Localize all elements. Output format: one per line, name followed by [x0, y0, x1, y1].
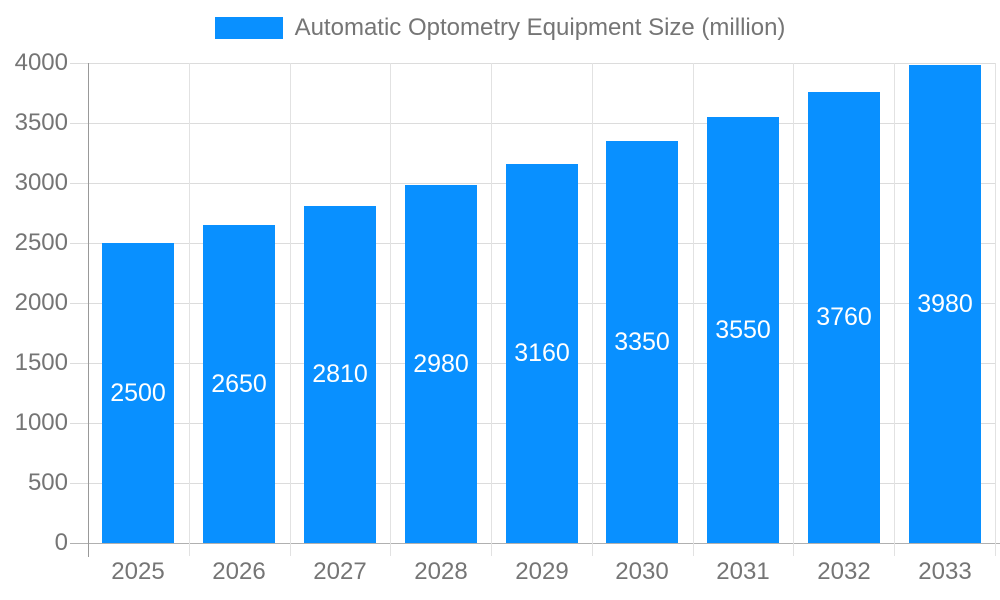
y-axis-tick-label: 0: [54, 529, 68, 556]
bar-value-label: 2810: [312, 359, 368, 388]
y-gridline: [70, 123, 995, 124]
bar-2032: 3760: [808, 91, 880, 543]
legend-swatch: [214, 17, 283, 39]
x-axis-tick-label: 2027: [313, 558, 367, 585]
bar-value-label: 2500: [110, 378, 166, 407]
bar-value-label: 2650: [211, 369, 267, 398]
bar-2025: 2500: [102, 243, 174, 543]
x-gridline: [592, 63, 593, 556]
y-axis-tick-label: 3000: [14, 169, 68, 196]
y-axis-tick-label: 2500: [14, 229, 68, 256]
y-axis-tick-label: 4000: [14, 49, 68, 76]
x-gridline: [189, 63, 190, 556]
bar-2030: 3350: [606, 141, 678, 543]
bar-2027: 2810: [304, 205, 376, 543]
y-axis-tick-label: 1000: [14, 409, 68, 436]
bar-value-label: 3760: [816, 302, 872, 331]
x-gridline: [491, 63, 492, 556]
x-axis-tick-label: 2031: [716, 558, 770, 585]
bar-2028: 2980: [405, 185, 477, 544]
y-axis-line: [88, 63, 89, 557]
bar-value-label: 3160: [514, 338, 570, 367]
y-gridline: [70, 63, 995, 64]
y-gridline: [70, 543, 1000, 544]
bar-2033: 3980: [909, 65, 981, 544]
x-axis-tick-label: 2032: [817, 558, 871, 585]
bar-value-label: 3350: [614, 327, 670, 356]
bar-2029: 3160: [506, 163, 578, 543]
legend-label: Automatic Optometry Equipment Size (mill…: [294, 14, 786, 41]
x-gridline: [793, 63, 794, 556]
bar-value-label: 3980: [917, 289, 973, 318]
x-gridline: [894, 63, 895, 556]
x-axis-tick-label: 2030: [615, 558, 669, 585]
bar-2026: 2650: [203, 225, 275, 543]
x-axis-tick-label: 2029: [515, 558, 569, 585]
y-axis-tick-label: 500: [27, 469, 68, 496]
x-axis-tick-label: 2033: [918, 558, 972, 585]
x-axis-tick-label: 2026: [212, 558, 266, 585]
x-gridline: [995, 63, 996, 556]
y-axis-tick-label: 3500: [14, 109, 68, 136]
x-gridline: [390, 63, 391, 556]
bar-value-label: 2980: [413, 349, 469, 378]
bar-value-label: 3550: [715, 315, 771, 344]
x-axis-tick-label: 2028: [414, 558, 468, 585]
bar-2031: 3550: [707, 117, 779, 543]
x-gridline: [290, 63, 291, 556]
x-axis-tick-label: 2025: [111, 558, 165, 585]
x-gridline: [693, 63, 694, 556]
y-axis-tick-label: 1500: [14, 349, 68, 376]
y-axis-tick-label: 2000: [14, 289, 68, 316]
legend: Automatic Optometry Equipment Size (mill…: [0, 14, 1000, 42]
